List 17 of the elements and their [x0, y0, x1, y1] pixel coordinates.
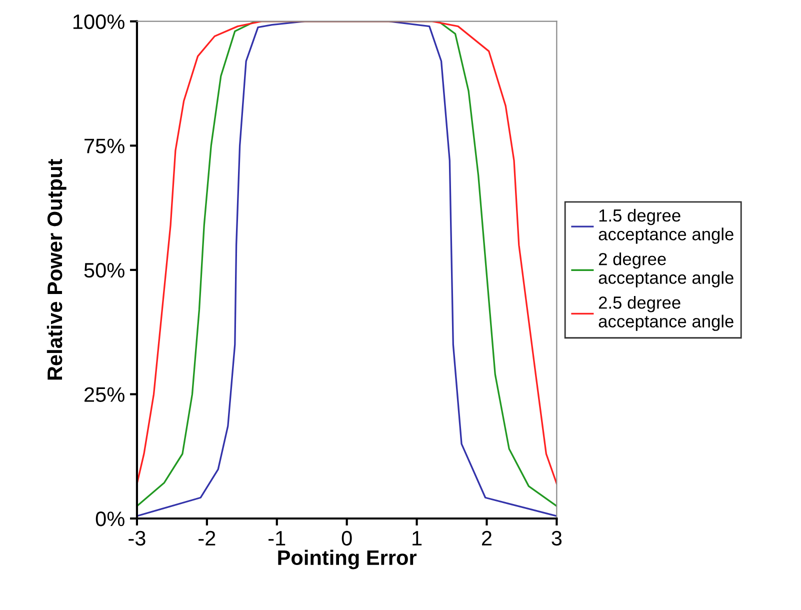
y-tick-label: 50% [84, 262, 124, 278]
x-tick-label: 3 [552, 530, 562, 546]
y-axis-title: Relative Power Output [46, 159, 66, 380]
x-tick-label: -2 [198, 530, 216, 546]
x-tick-label: -3 [128, 530, 146, 546]
y-tick-label: 25% [84, 387, 124, 402]
legend-label: 2.5 degree acceptance angle [598, 296, 734, 331]
y-tick-label: 75% [84, 138, 124, 154]
legend-label: 2 degree acceptance angle [598, 252, 734, 288]
y-tick-label: 100% [73, 14, 124, 30]
x-tick-label: 1 [412, 531, 422, 546]
x-tick-label: 2 [482, 530, 492, 546]
x-tick-label: 0 [342, 530, 352, 546]
x-axis-title: Pointing Error [278, 550, 417, 570]
x-tick-label: -1 [268, 531, 286, 546]
legend-label: 1.5 degree acceptance angle [598, 208, 734, 244]
y-tick-label: 0% [96, 512, 124, 526]
